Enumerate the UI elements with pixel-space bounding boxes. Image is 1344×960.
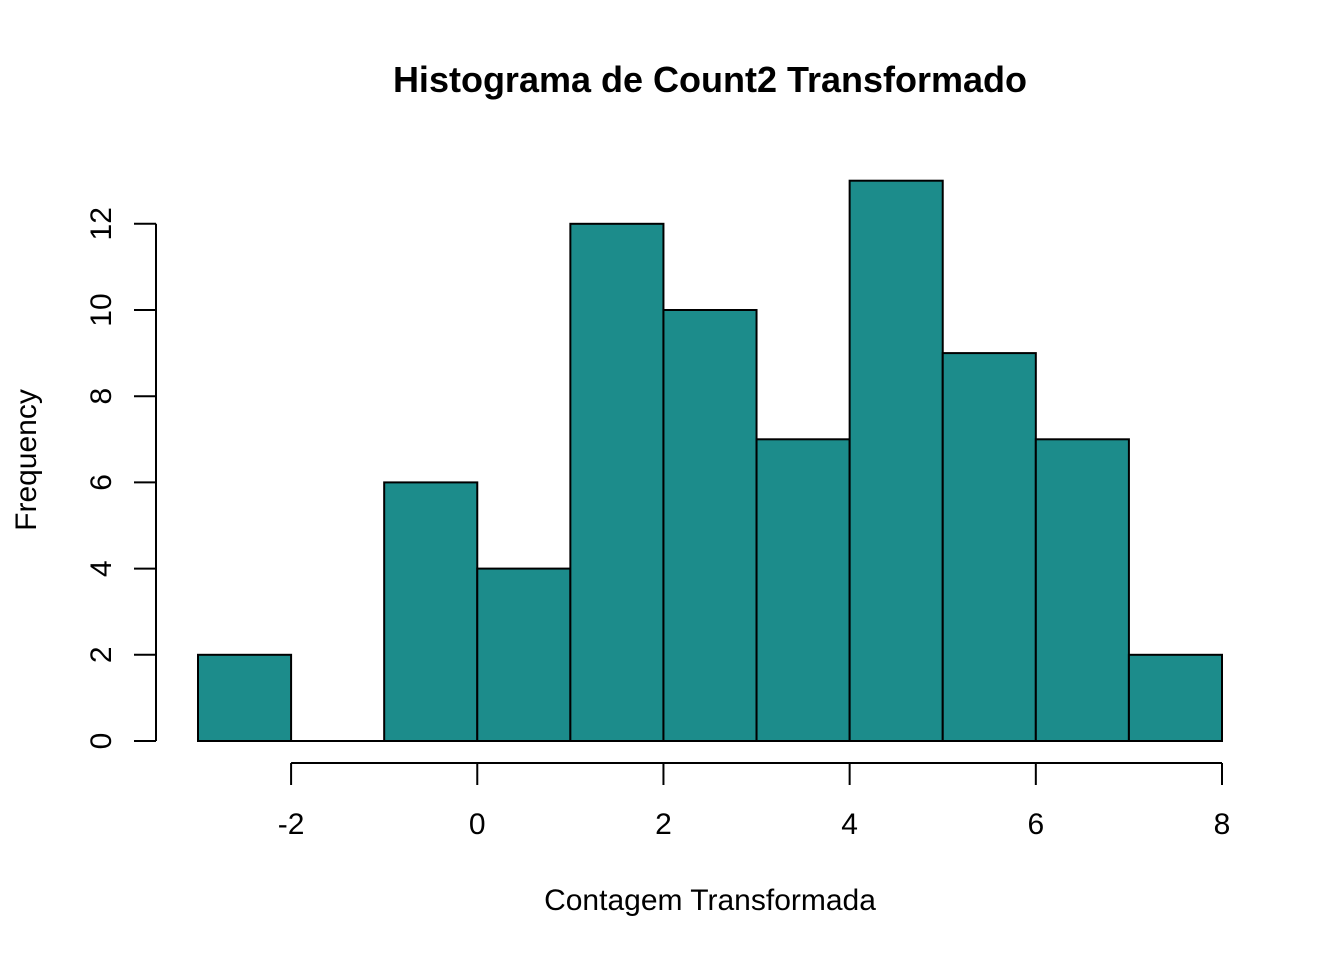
x-axis-label: Contagem Transformada bbox=[544, 884, 876, 917]
y-tick-label: 8 bbox=[85, 388, 118, 405]
x-tick-label: 4 bbox=[841, 808, 858, 841]
y-tick-label: 6 bbox=[85, 474, 118, 491]
histogram-bar bbox=[755, 438, 851, 742]
histogram-bar bbox=[197, 653, 293, 742]
histogram-bar bbox=[941, 352, 1037, 742]
x-tick-label: 2 bbox=[655, 808, 672, 841]
y-tick-label: 0 bbox=[85, 733, 118, 750]
histogram-bar bbox=[569, 222, 665, 743]
bars-group bbox=[197, 179, 1224, 743]
x-tick-label: 0 bbox=[469, 808, 486, 841]
x-tick-label: 8 bbox=[1214, 808, 1231, 841]
histogram-bar bbox=[1127, 653, 1224, 742]
histogram-bar bbox=[383, 481, 479, 742]
histogram-bar bbox=[476, 567, 572, 742]
x-tick-label: -2 bbox=[278, 808, 305, 841]
x-tick-label: 6 bbox=[1027, 808, 1044, 841]
histogram-bar bbox=[662, 309, 758, 742]
y-tick-label: 12 bbox=[85, 207, 118, 240]
x-axis: -2 0 2 4 6 8 bbox=[278, 762, 1231, 841]
histogram-bar bbox=[1034, 438, 1130, 742]
chart-title: Histograma de Count2 Transformado bbox=[393, 59, 1027, 100]
y-axis-label: Frequency bbox=[10, 389, 43, 531]
y-tick-label: 10 bbox=[85, 293, 118, 326]
histogram-bar bbox=[848, 179, 944, 742]
y-axis: 0 2 4 6 8 10 12 bbox=[85, 207, 157, 750]
y-tick-label: 2 bbox=[85, 646, 118, 663]
y-tick-label: 4 bbox=[85, 560, 118, 577]
